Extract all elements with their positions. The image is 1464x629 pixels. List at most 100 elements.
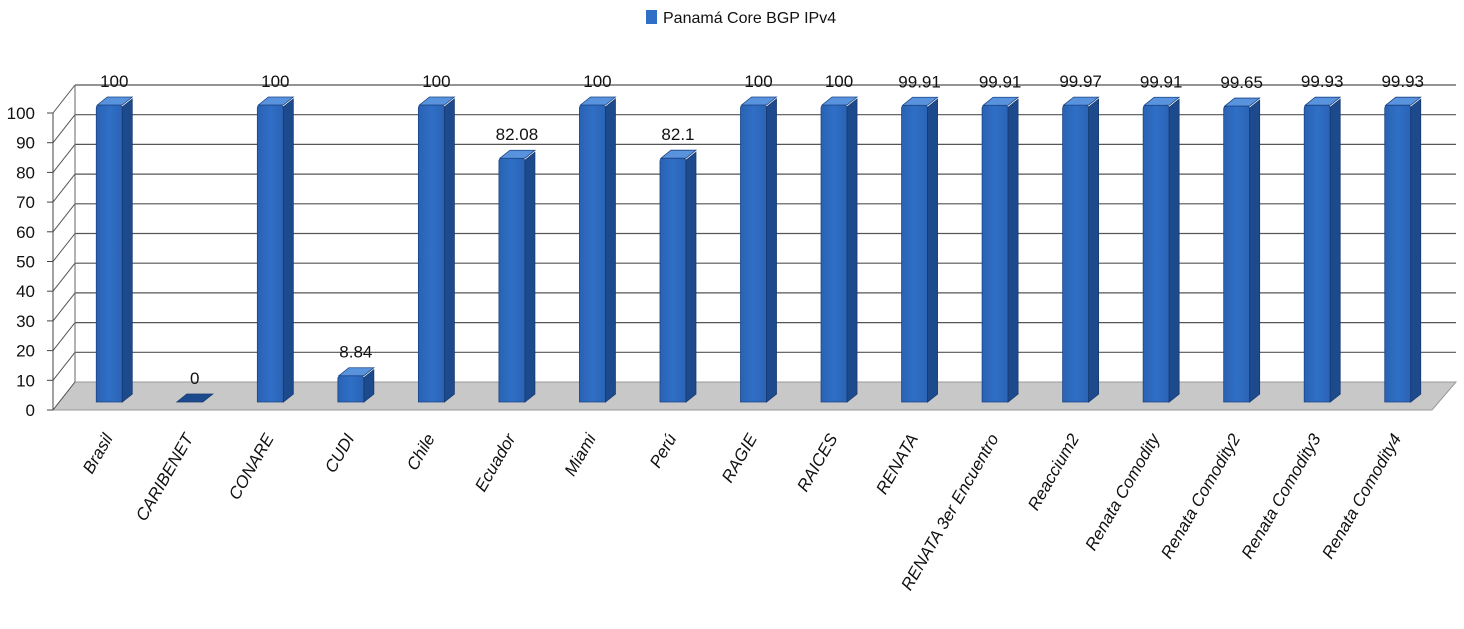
bar-front [1303,104,1331,403]
x-tick-label: Chile [403,431,439,474]
bar-side [1410,98,1422,403]
bar-top [901,96,939,106]
bar-top [740,96,778,106]
bar-front [659,157,687,403]
bar-side [685,151,697,403]
bar [1142,96,1181,403]
x-tick-label: CARIBENET [132,429,198,524]
bar [498,149,537,403]
bar-front [95,104,123,403]
data-label: 99.91 [1140,72,1183,91]
data-label: 0 [190,369,199,388]
bar-top [659,149,698,159]
bar-side [121,98,133,403]
bar-front [337,375,365,403]
bar [337,367,375,403]
gridline-diagonal [52,351,76,381]
data-label: 100 [825,72,853,91]
bar-front [1142,104,1170,403]
x-tick-label: Ecuador [471,429,520,494]
bar-front [579,104,606,403]
y-tick-label: 60 [16,223,35,242]
x-tick-label: Renata Comodity [1081,429,1164,554]
bar-top [257,96,295,106]
bar-top [820,96,859,106]
x-tick-label: RENATA [872,431,922,498]
x-tick-label: Brasil [79,429,117,476]
bar [1223,97,1261,403]
data-label: 99.93 [1301,72,1344,91]
bar-side [282,98,294,403]
bar-front [1062,104,1090,403]
data-label: 100 [583,72,611,91]
x-tick-label: Perú [646,430,681,471]
data-label: 8.84 [339,343,372,362]
bar-top [96,96,134,106]
bar-top [175,393,214,403]
bar [820,96,859,403]
data-label: 100 [261,72,289,91]
bar [901,96,939,403]
bar-side [363,368,375,403]
bar [256,96,295,403]
bar-side [605,98,616,403]
legend-label: Panamá Core BGP IPv4 [663,10,836,27]
bar-top [1143,96,1181,106]
bar-front [498,157,526,403]
gridline-diagonal [52,84,76,114]
data-labels: 100 0 100 8.84 100 82.08 100 82.1 100 100 99.91 99.… [100,72,1424,388]
bar-front [1223,105,1251,403]
x-tick-label: Renata Comodity2 [1157,430,1244,562]
bar [1062,96,1100,403]
bar [417,96,456,403]
bar-front [981,104,1009,403]
bar-top [1062,96,1100,106]
bar-side [443,98,455,403]
data-label: 99.91 [898,72,941,91]
bar-side [1088,98,1100,403]
x-tick-label: CONARE [225,430,278,503]
bar-front [740,104,767,403]
gridline-diagonal [52,144,76,173]
bar [981,96,1020,403]
bar-top [981,96,1020,106]
bar-side [846,98,858,403]
bar-front [820,104,848,403]
legend: Panamá Core BGP IPv4 [646,10,836,27]
x-tick-label: Miami [561,429,601,479]
bar-top [1384,96,1422,106]
data-label: 99.97 [1059,72,1102,91]
y-tick-label: 20 [16,342,35,361]
bar-front [1384,104,1412,403]
x-tick-label: RAGIE [718,430,761,486]
x-tick-label: Reaccium2 [1024,430,1083,514]
y-tick-label: 40 [16,282,35,301]
y-tick-label: 10 [16,371,35,390]
x-tick-label: Renata Comodity4 [1318,431,1405,562]
bar-side [927,98,938,403]
data-label: 82.1 [661,125,694,144]
data-label: 100 [100,72,128,91]
gridline-diagonal [52,262,76,292]
y-tick-label: 70 [16,193,35,212]
bar [95,96,134,403]
bar-front [417,104,445,403]
data-label: 99.93 [1381,72,1424,91]
x-tick-label: Renata Comodity3 [1238,430,1325,562]
bar [659,149,698,403]
data-label: 82.08 [496,125,539,144]
gridline-diagonal [52,233,76,262]
y-tick-label: 0 [26,401,35,420]
gridline-diagonal [52,381,76,411]
y-tick-label: 90 [16,134,35,153]
y-tick-label: 100 [7,104,35,123]
data-label: 100 [744,72,772,91]
y-tick-label: 50 [16,253,35,272]
bar-side [1007,98,1019,403]
x-tick-label: RAICES [793,430,841,495]
bar-top [1223,97,1261,107]
y-axis: 0 10 20 30 40 50 60 70 80 90 100 [7,104,54,420]
bar-side [524,151,536,403]
bar-top [498,149,537,159]
data-label: 99.65 [1220,73,1263,92]
